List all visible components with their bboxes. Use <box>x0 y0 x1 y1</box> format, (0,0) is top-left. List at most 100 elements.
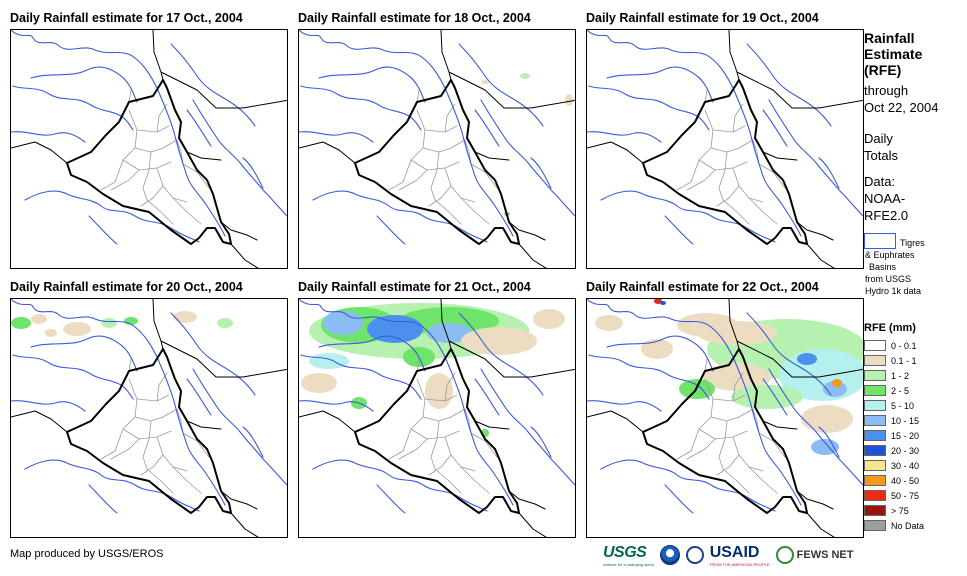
legend-item: 30 - 40 <box>864 458 924 473</box>
rain-area <box>801 405 853 433</box>
province-boundary <box>428 185 452 207</box>
usaid-logo: USAID FROM THE AMERICAN PEOPLE <box>710 544 770 567</box>
legend-label: 15 - 20 <box>891 430 920 441</box>
panel-title: Daily Rainfall estimate for 18 Oct., 200… <box>298 11 531 25</box>
panel-title: Daily Rainfall estimate for 21 Oct., 200… <box>298 280 531 294</box>
river-basin-line <box>88 484 118 514</box>
river-basin-line <box>762 109 788 147</box>
national-border <box>11 410 68 433</box>
province-boundary <box>100 450 116 460</box>
province-boundary <box>128 358 132 372</box>
province-boundary <box>122 159 172 171</box>
river-basin-line <box>318 66 426 103</box>
basin-line: Hydro 1k data <box>865 286 922 296</box>
province-boundary <box>122 428 172 440</box>
river-basin-line <box>312 459 488 512</box>
province-boundary <box>146 199 174 225</box>
legend-item: 50 - 75 <box>864 488 924 503</box>
province-boundary <box>388 450 404 460</box>
province-boundary <box>732 103 744 133</box>
province-boundary <box>460 466 490 494</box>
rfe-title: Rainfall Estimate (RFE) <box>864 30 922 78</box>
national-border <box>806 243 835 268</box>
rain-area <box>641 339 673 359</box>
map-panel-18 <box>298 29 576 269</box>
national-border <box>474 420 510 430</box>
rain-area <box>461 327 537 355</box>
rain-area <box>323 311 363 335</box>
river-basin-line <box>474 109 500 147</box>
basin-line: & Euphrates <box>865 250 915 260</box>
national-border <box>806 512 835 537</box>
iraq-border <box>642 348 808 514</box>
national-border <box>508 221 546 241</box>
river-basin-line <box>768 368 863 486</box>
river-basin-line <box>299 299 514 506</box>
legend-item: 1 - 2 <box>864 368 924 383</box>
legend-label: 10 - 15 <box>891 415 920 426</box>
river-basin-line <box>588 85 710 131</box>
river-basin-line <box>299 131 374 143</box>
national-border <box>518 243 547 268</box>
rain-area <box>565 94 573 106</box>
usgs-logo: USGS science for a changing world <box>603 544 654 567</box>
legend-title: RFE (mm) <box>864 322 916 334</box>
province-boundary <box>100 181 116 191</box>
national-border <box>474 151 510 161</box>
province-boundary <box>156 167 188 203</box>
province-boundary <box>732 436 764 472</box>
usgs-wordmark: USGS <box>603 543 647 561</box>
rainfall-legend: 0 - 0.1 0.1 - 1 1 - 2 2 - 5 5 - 10 10 - 15 15 … <box>864 338 924 533</box>
rain-area <box>832 379 842 387</box>
panel-title: Daily Rainfall estimate for 17 Oct., 200… <box>10 11 243 25</box>
legend-label: No Data <box>891 520 925 531</box>
province-boundary <box>710 408 754 422</box>
river-basin-line <box>300 85 422 131</box>
province-boundary <box>416 89 420 103</box>
province-boundary <box>422 408 466 422</box>
river-basin-line <box>30 66 138 103</box>
river-basin-line <box>318 335 426 372</box>
legend-swatch <box>864 460 886 471</box>
province-boundary <box>172 466 202 494</box>
province-boundary <box>460 197 490 225</box>
province-boundary <box>758 163 786 189</box>
legend-swatch <box>864 490 886 501</box>
legend-item: > 75 <box>864 503 924 518</box>
national-border <box>448 71 575 109</box>
national-border <box>160 340 287 378</box>
legend-label: 0.1 - 1 <box>891 355 917 366</box>
rain-area <box>660 301 666 305</box>
river-basin-line <box>587 299 802 506</box>
map-svg <box>587 30 863 268</box>
river-basin-line <box>299 400 374 412</box>
national-border <box>518 512 547 537</box>
national-border <box>152 30 164 81</box>
national-border <box>299 141 356 164</box>
panel-title: Daily Rainfall estimate for 22 Oct., 200… <box>586 280 819 294</box>
national-border <box>11 141 68 164</box>
national-border <box>728 299 740 350</box>
national-border <box>796 221 834 241</box>
map-panel-21 <box>298 298 576 538</box>
river-basin-line <box>11 299 226 506</box>
province-boundary <box>470 163 498 189</box>
national-border <box>440 299 452 350</box>
rain-area <box>173 311 197 323</box>
rain-area <box>425 373 453 409</box>
province-boundary <box>676 181 692 191</box>
data-line: RFE2.0 <box>864 208 909 223</box>
iraq-border <box>66 79 232 245</box>
legend-item: 15 - 20 <box>864 428 924 443</box>
legend-swatch <box>864 370 886 381</box>
legend-label: > 75 <box>891 505 909 516</box>
basin-line: Basins <box>869 262 897 272</box>
river-basin-line <box>30 335 138 372</box>
data-line: Data: <box>864 174 896 189</box>
province-boundary <box>388 181 404 191</box>
map-svg <box>11 30 287 268</box>
river-basin-line <box>587 30 802 237</box>
rain-area <box>63 322 91 336</box>
rfe-title-line: (RFE) <box>864 62 902 78</box>
province-boundary <box>704 358 708 372</box>
